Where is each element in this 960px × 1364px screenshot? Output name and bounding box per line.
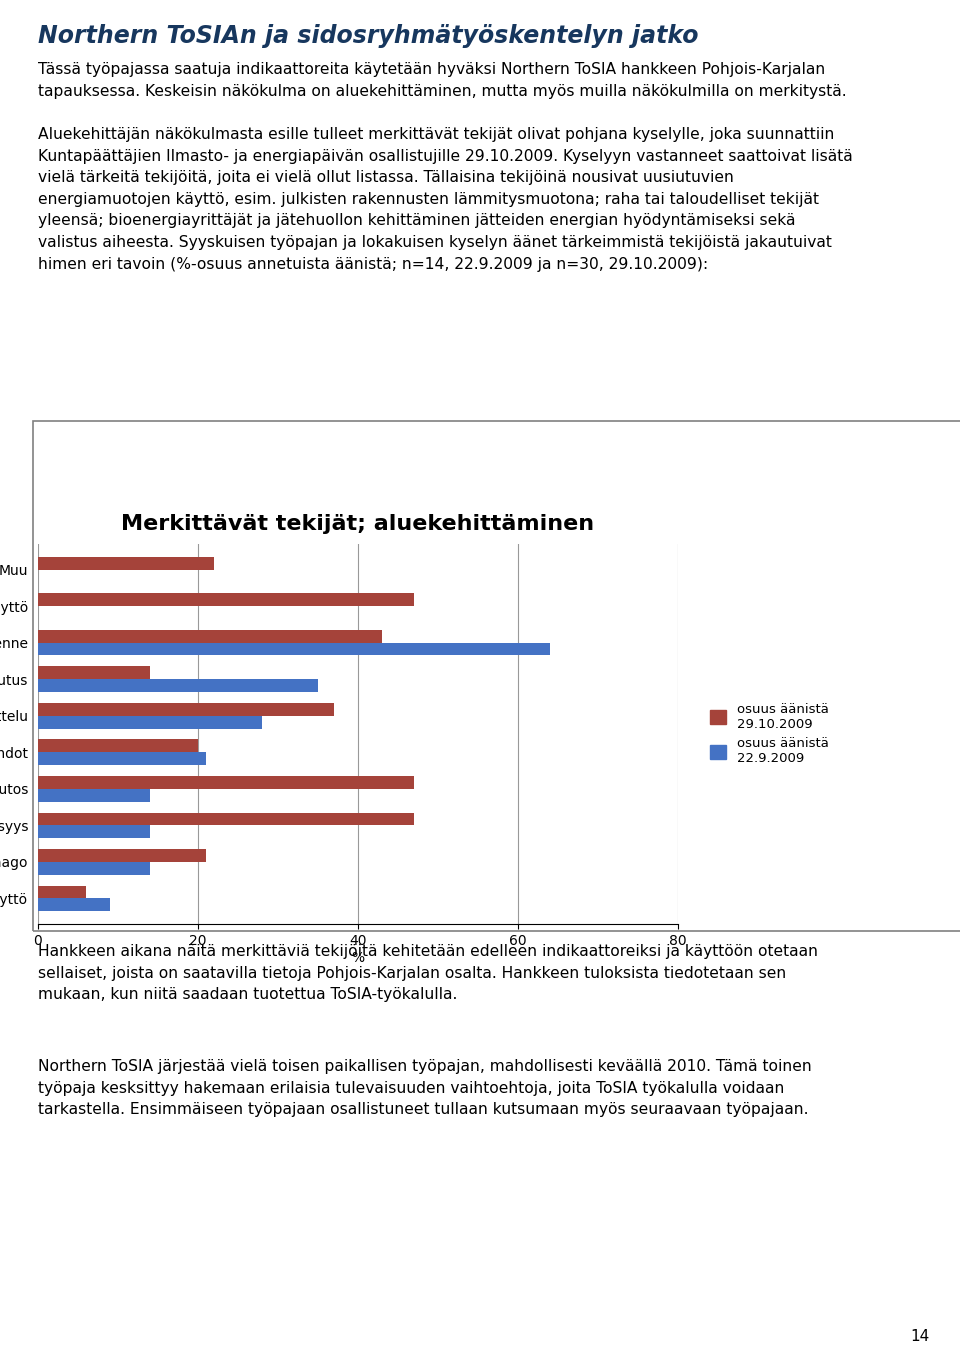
Bar: [38, 753, 206, 765]
Bar: [38, 850, 206, 862]
Text: Northern ToSIA järjestää vielä toisen paikallisen työpajan, mahdollisesti kevääl: Northern ToSIA järjestää vielä toisen pa…: [38, 1058, 812, 1117]
Text: Hankkeen aikana näitä merkittäviä tekijöitä kehitetään edelleen indikaattoreiksi: Hankkeen aikana näitä merkittäviä tekijö…: [38, 944, 818, 1003]
Bar: [38, 557, 214, 570]
Bar: [38, 885, 86, 899]
Bar: [38, 776, 414, 788]
X-axis label: %: %: [351, 951, 365, 964]
Text: Northern ToSIAn ja sidosryhmätyöskentelyn jatko: Northern ToSIAn ja sidosryhmätyöskentely…: [38, 25, 699, 48]
Text: Tässä työpajassa saatuja indikaattoreita käytetään hyväksi Northern ToSIA hankke: Tässä työpajassa saatuja indikaattoreita…: [38, 61, 847, 98]
Bar: [38, 667, 150, 679]
Bar: [38, 825, 150, 837]
Bar: [38, 862, 150, 874]
Bar: [38, 702, 334, 716]
Text: 14: 14: [911, 1329, 930, 1344]
Bar: [38, 813, 414, 825]
Bar: [38, 642, 550, 656]
Bar: [38, 739, 198, 753]
Bar: [38, 630, 382, 642]
Title: Merkittävät tekijät; aluekehittäminen: Merkittävät tekijät; aluekehittäminen: [121, 514, 594, 535]
Bar: [38, 679, 318, 692]
Legend: osuus äänistä
29.10.2009, osuus äänistä
22.9.2009: osuus äänistä 29.10.2009, osuus äänistä …: [710, 702, 828, 765]
Bar: [38, 899, 110, 911]
Bar: [38, 593, 414, 606]
Text: Aluekehittäjän näkökulmasta esille tulleet merkittävät tekijät olivat pohjana ky: Aluekehittäjän näkökulmasta esille tulle…: [38, 127, 852, 271]
Bar: [38, 788, 150, 802]
Bar: [38, 716, 262, 728]
